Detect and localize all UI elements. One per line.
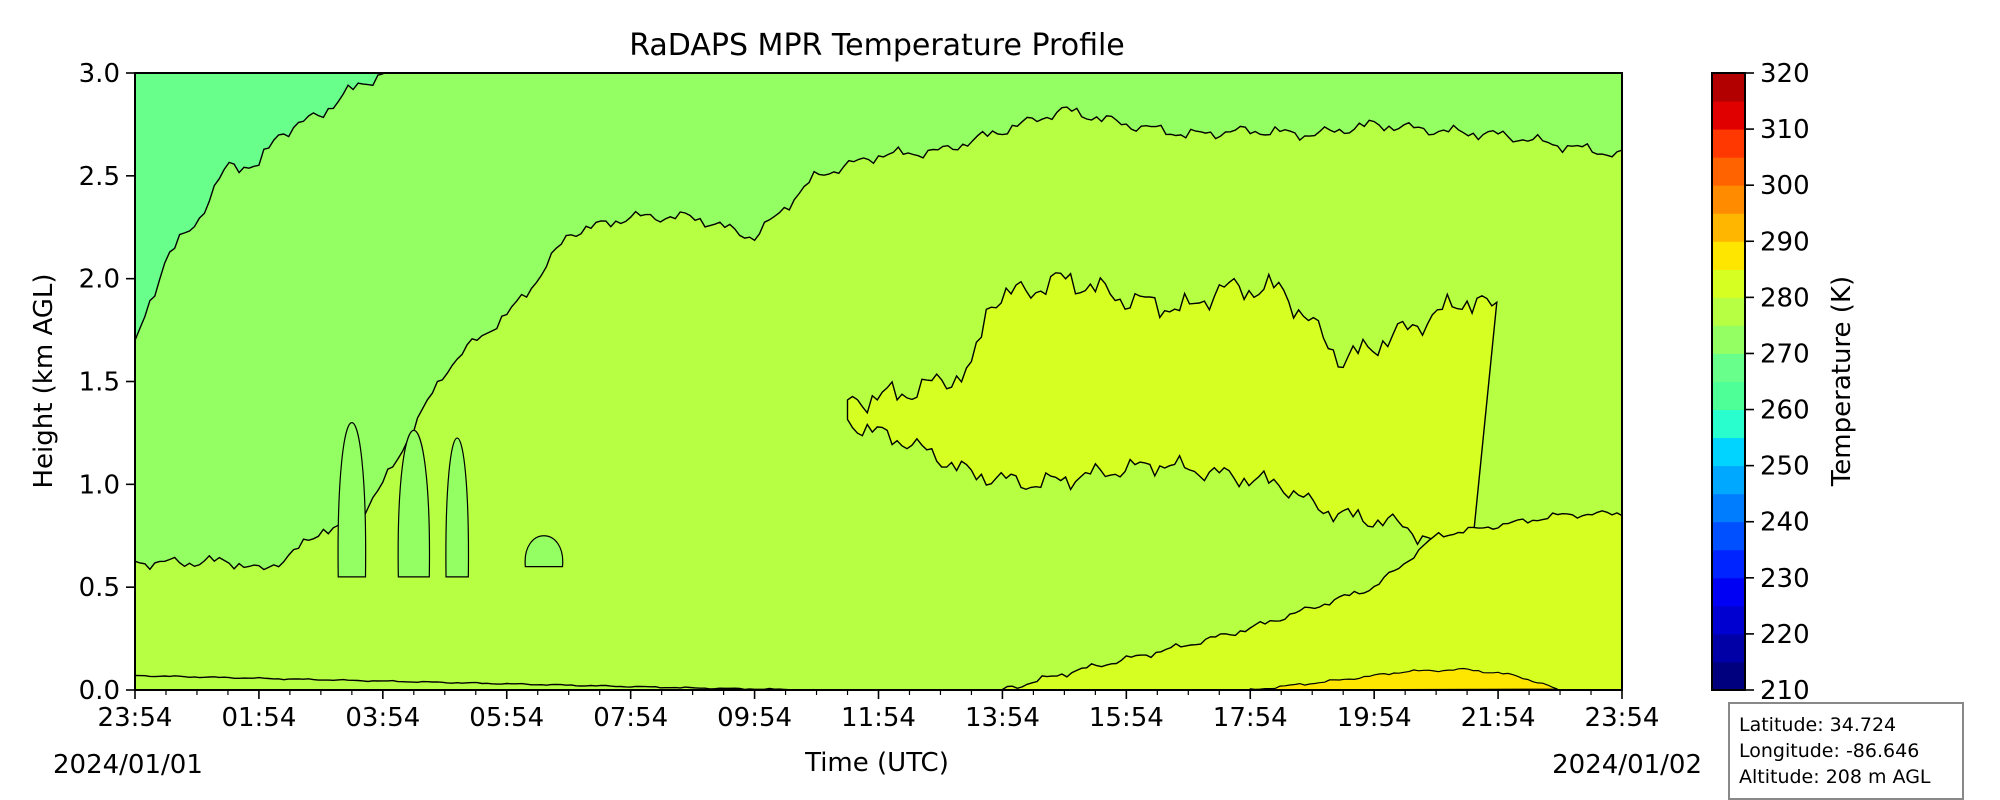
colorbar-tick-label: 220 [1760,620,1810,650]
colorbar-segment [1712,577,1745,607]
x-axis-label: Time (UTC) [804,748,949,778]
colorbar-axis: 210 220 230 240 250 260 270 280 290 300 310 320 [1745,59,1810,706]
station-info-box: Latitude: 34.724 Longitude: -86.646 Alti… [1728,702,1964,800]
colorbar-segment [1712,269,1745,298]
y-tick-label: 3.0 [79,59,120,89]
colorbar-tick-label: 280 [1760,283,1810,313]
x-start-date: 2024/01/01 [53,750,203,780]
colorbar-tick-label: 260 [1760,396,1810,426]
colorbar-segment [1712,73,1745,102]
colorbar-segment [1712,101,1745,130]
colorbar-tick-label: 230 [1760,564,1810,594]
colorbar-segment [1712,605,1745,635]
y-tick-label: 1.0 [79,470,120,500]
y-axis-label: Height (km AGL) [29,273,59,488]
colorbar-frame [1711,72,1746,691]
colorbar-segment [1712,353,1745,382]
surface-contour-line [135,674,815,690]
colorbar-label: Temperature (K) [1827,276,1857,487]
y-tick-label: 2.5 [79,162,120,192]
longitude-text: Longitude: -86.646 [1739,740,1920,762]
x-tick-label: 07:54 [593,703,668,733]
colorbar-segment [1712,493,1745,523]
colorbar-segment [1712,437,1745,467]
y-axis: 0.0 0.5 1.0 1.5 2.0 2.5 3.0 [79,59,135,706]
colorbar-segment [1712,297,1745,326]
y-tick-label: 1.5 [79,368,120,398]
x-tick-label: 15:54 [1089,703,1164,733]
colorbar-tick-label: 320 [1760,59,1810,89]
x-tick-label: 09:54 [717,703,792,733]
colorbar-tick-label: 210 [1760,676,1810,706]
x-tick-label: 17:54 [1213,703,1288,733]
colorbar-tick-label: 250 [1760,452,1810,482]
x-tick-label: 19:54 [1337,703,1412,733]
colorbar-segment [1712,661,1745,691]
y-tick-label: 0.5 [79,573,120,603]
cold-pocket-contours [337,422,564,578]
region-260-265 [135,73,384,341]
x-tick-label: 21:54 [1461,703,1536,733]
x-tick-label: 13:54 [965,703,1040,733]
x-tick-label: 05:54 [469,703,544,733]
x-tick-label: 11:54 [841,703,916,733]
x-end-date: 2024/01/02 [1552,750,1702,780]
colorbar-segment [1712,213,1745,242]
colorbar-segment [1712,521,1745,551]
latitude-text: Latitude: 34.724 [1739,714,1897,736]
colorbar-segment [1712,185,1745,214]
colorbar-tick-label: 290 [1760,227,1810,257]
colorbar-segment [1712,241,1745,270]
colorbar [1712,73,1745,691]
y-tick-label: 2.0 [79,265,120,295]
colorbar-segment [1712,633,1745,663]
colorbar-tick-label: 310 [1760,115,1810,145]
x-tick-label: 03:54 [345,703,420,733]
colorbar-tick-label: 240 [1760,508,1810,538]
x-tick-label: 23:54 [1585,703,1660,733]
x-tick-label: 23:54 [98,703,173,733]
plot-area [135,73,1622,690]
region-280-285-surface [1249,667,1558,690]
colorbar-segment [1712,129,1745,158]
colorbar-segment [1712,157,1745,186]
colorbar-segment [1712,465,1745,495]
x-axis: 23:54 01:54 03:54 05:54 07:54 09:54 11:54 13:54… [98,690,1660,733]
y-tick-label: 0.0 [79,676,120,706]
region-275-280-midlevel [846,272,1498,563]
colorbar-segment [1712,325,1745,354]
x-tick-label: 01:54 [221,703,296,733]
colorbar-segment [1712,549,1745,579]
region-275-280-surface [1001,510,1622,690]
colorbar-segment [1712,381,1745,411]
altitude-text: Altitude: 208 m AGL [1739,766,1931,788]
colorbar-tick-label: 300 [1760,171,1810,201]
colorbar-tick-label: 270 [1760,339,1810,369]
colorbar-segment [1712,409,1745,439]
chart-title: RaDAPS MPR Temperature Profile [629,28,1125,63]
